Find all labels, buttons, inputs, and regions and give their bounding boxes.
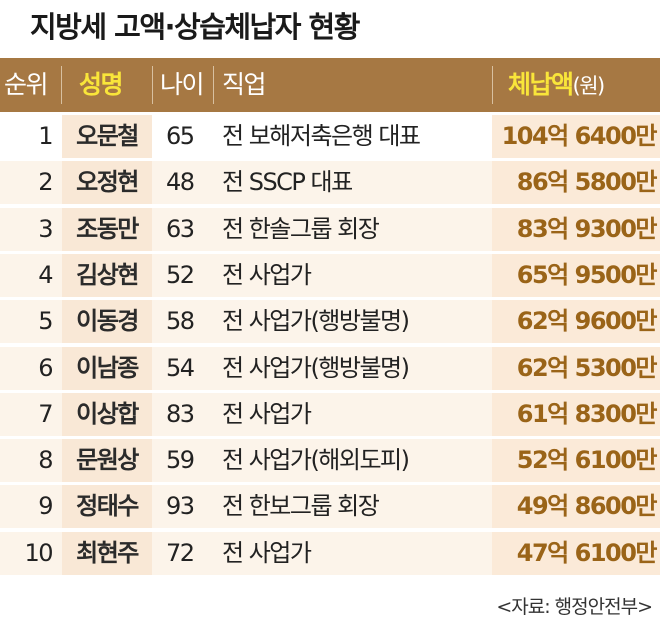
- source-note: <자료: 행정안전부>: [496, 596, 653, 618]
- job-cell: 전 사업가(해외도피): [222, 446, 410, 475]
- name-cell: 김상현: [76, 260, 139, 289]
- amount-cell: 65억 9500만: [516, 260, 658, 289]
- job-cell: 전 사업가: [222, 399, 312, 428]
- header-divider: [152, 66, 153, 104]
- rank-cell: 7: [38, 399, 53, 428]
- name-cell: 이상합: [76, 399, 139, 428]
- name-column-highlight: [62, 161, 152, 205]
- age-cell: 48: [166, 168, 195, 197]
- header-divider: [213, 66, 214, 104]
- header-name: 성명: [79, 70, 124, 99]
- amount-cell: 52억 6100만: [516, 446, 658, 475]
- name-cell: 이남종: [76, 353, 139, 382]
- name-cell: 정태수: [76, 492, 139, 521]
- name-cell: 오문철: [76, 122, 139, 150]
- amount-cell: 83억 9300만: [516, 214, 658, 243]
- header-amount-unit: (원): [572, 74, 606, 98]
- amount-cell: 62억 9600만: [516, 307, 658, 336]
- amount-cell: 61억 8300만: [516, 399, 658, 428]
- amount-column-highlight: [492, 207, 660, 251]
- table-row: 1 오문철 65 전 보해저축은행 대표 104억 6400만: [0, 115, 660, 158]
- age-cell: 65: [166, 122, 195, 150]
- header-divider: [492, 66, 493, 104]
- name-column-highlight: [62, 115, 152, 158]
- name-column-highlight: [62, 346, 152, 390]
- age-cell: 83: [166, 399, 195, 428]
- name-column-highlight: [62, 207, 152, 251]
- chart-title: 지방세 고액·상습체납자 현황: [30, 10, 360, 44]
- header-age: 나이: [160, 70, 205, 99]
- job-cell: 전 한솔그룹 회장: [222, 214, 380, 243]
- job-cell: 전 한보그룹 회장: [222, 492, 380, 521]
- amount-column-highlight: [492, 485, 660, 529]
- table-row: 10 최현주 72 전 사업가 47억 6100만: [0, 531, 660, 575]
- name-column-highlight: [62, 439, 152, 483]
- rank-cell: 1: [38, 122, 53, 150]
- rank-cell: 3: [38, 214, 53, 243]
- name-column-highlight: [62, 392, 152, 436]
- table-row: 4 김상현 52 전 사업가 65억 9500만: [0, 253, 660, 297]
- table-row: 2 오정현 48 전 SSCP 대표 86억 5800만: [0, 161, 660, 205]
- job-cell: 전 사업가: [222, 260, 312, 289]
- table-header: 순위 성명 나이 직업 체납액(원): [0, 58, 660, 112]
- name-column-highlight: [62, 485, 152, 529]
- age-cell: 63: [166, 214, 195, 243]
- header-divider: [61, 66, 62, 104]
- name-cell: 문원상: [76, 446, 139, 475]
- header-amount-label: 체납액: [508, 70, 574, 99]
- rank-cell: 5: [38, 307, 53, 336]
- age-cell: 93: [166, 492, 195, 521]
- table-row: 8 문원상 59 전 사업가(해외도피) 52억 6100만: [0, 439, 660, 483]
- name-cell: 오정현: [76, 168, 139, 197]
- table-row: 6 이남종 54 전 사업가(행방불명) 62억 5300만: [0, 346, 660, 390]
- amount-cell: 49억 8600만: [516, 492, 658, 521]
- name-column-highlight: [62, 253, 152, 297]
- age-cell: 72: [166, 538, 195, 567]
- amount-column-highlight: [492, 392, 660, 436]
- amount-column-highlight: [492, 300, 660, 344]
- rank-cell: 10: [24, 538, 53, 567]
- age-cell: 59: [166, 446, 195, 475]
- name-cell: 조동만: [76, 214, 139, 243]
- rank-cell: 8: [38, 446, 53, 475]
- amount-cell: 86억 5800만: [516, 168, 658, 197]
- rank-cell: 4: [38, 260, 53, 289]
- rank-cell: 9: [38, 492, 53, 521]
- job-cell: 전 사업가(행방불명): [222, 307, 410, 336]
- age-cell: 52: [166, 260, 195, 289]
- name-column-highlight: [62, 300, 152, 344]
- amount-column-highlight: [492, 253, 660, 297]
- age-cell: 58: [166, 307, 195, 336]
- name-cell: 최현주: [76, 538, 139, 567]
- amount-column-highlight: [492, 161, 660, 205]
- age-cell: 54: [166, 353, 195, 382]
- job-cell: 전 SSCP 대표: [222, 168, 353, 197]
- job-cell: 전 사업가(행방불명): [222, 353, 410, 382]
- amount-cell: 47억 6100만: [516, 538, 658, 567]
- job-cell: 전 보해저축은행 대표: [222, 122, 421, 150]
- amount-column-highlight: [492, 115, 660, 158]
- header-amount: 체납액(원): [508, 58, 606, 112]
- header-job: 직업: [222, 70, 267, 99]
- rank-cell: 6: [38, 353, 53, 382]
- rank-cell: 2: [38, 168, 53, 197]
- name-cell: 이동경: [76, 307, 139, 336]
- table-row: 9 정태수 93 전 한보그룹 회장 49억 8600만: [0, 485, 660, 529]
- table-row: 3 조동만 63 전 한솔그룹 회장 83억 9300만: [0, 207, 660, 251]
- header-rank: 순위: [4, 70, 49, 99]
- name-column-highlight: [62, 531, 152, 575]
- amount-column-highlight: [492, 346, 660, 390]
- table-row: 5 이동경 58 전 사업가(행방불명) 62억 9600만: [0, 300, 660, 344]
- amount-column-highlight: [492, 531, 660, 575]
- job-cell: 전 사업가: [222, 538, 312, 567]
- table-row: 7 이상합 83 전 사업가 61억 8300만: [0, 392, 660, 436]
- amount-cell: 62억 5300만: [516, 353, 658, 382]
- amount-cell: 104억 6400만: [501, 122, 658, 150]
- amount-column-highlight: [492, 439, 660, 483]
